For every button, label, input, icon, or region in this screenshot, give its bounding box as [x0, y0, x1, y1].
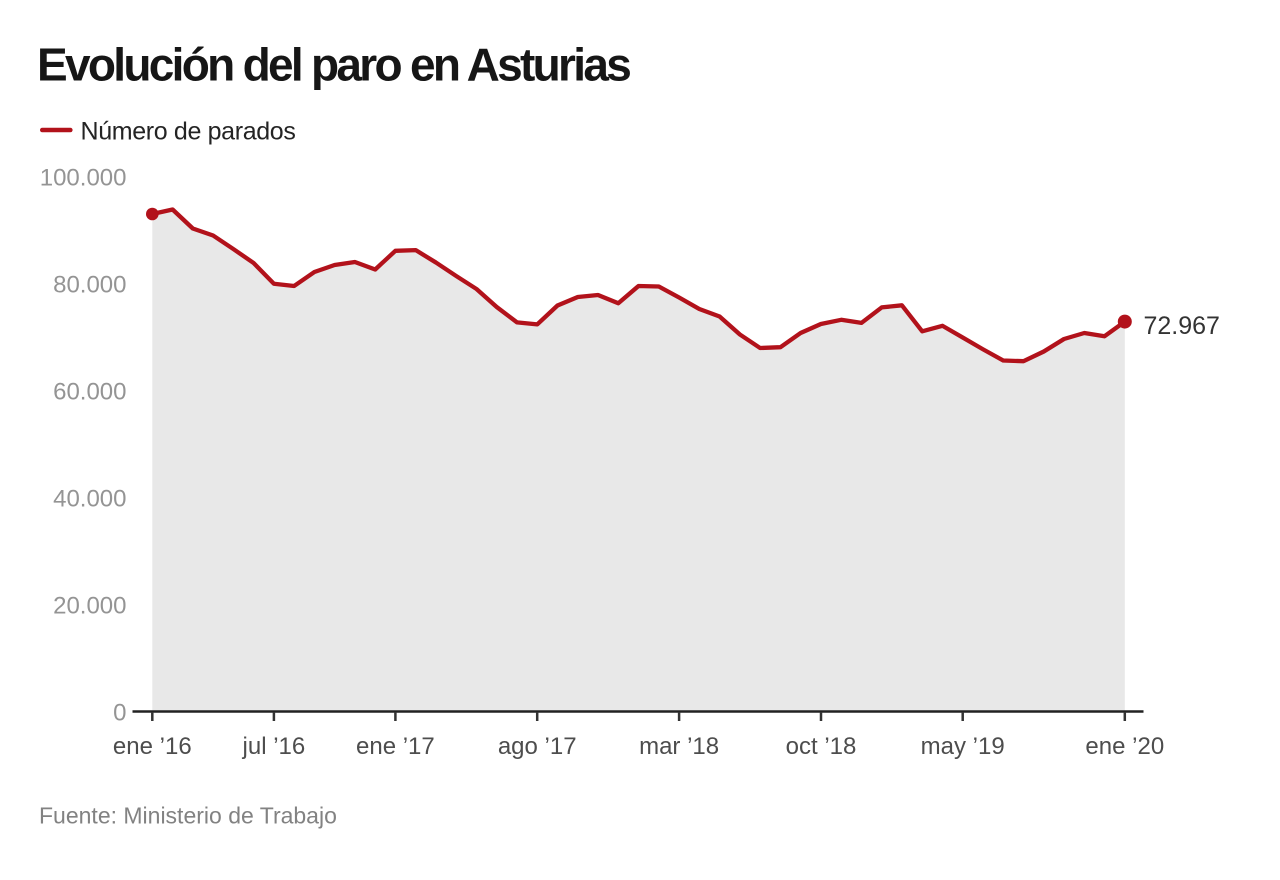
svg-text:0: 0	[113, 700, 126, 727]
svg-text:Evolución del paro en Asturias: Evolución del paro en Asturias	[37, 39, 630, 91]
svg-text:mar ’18: mar ’18	[639, 733, 719, 760]
svg-text:20.000: 20.000	[53, 593, 126, 620]
svg-text:ene ’20: ene ’20	[1085, 733, 1164, 760]
svg-text:72.967: 72.967	[1144, 312, 1220, 340]
svg-text:oct ’18: oct ’18	[786, 733, 857, 760]
svg-text:ene ’17: ene ’17	[356, 733, 435, 760]
svg-text:60.000: 60.000	[53, 379, 126, 406]
svg-text:40.000: 40.000	[53, 486, 126, 513]
svg-text:ene ’16: ene ’16	[113, 733, 192, 760]
svg-text:ago ’17: ago ’17	[498, 733, 577, 760]
svg-text:jul ’16: jul ’16	[242, 733, 306, 760]
svg-text:80.000: 80.000	[53, 272, 126, 299]
svg-text:may ’19: may ’19	[921, 733, 1005, 760]
svg-text:Número de parados: Número de parados	[81, 117, 296, 145]
svg-text:Fuente: Ministerio de Trabajo: Fuente: Ministerio de Trabajo	[39, 803, 337, 829]
svg-text:100.000: 100.000	[40, 165, 127, 192]
